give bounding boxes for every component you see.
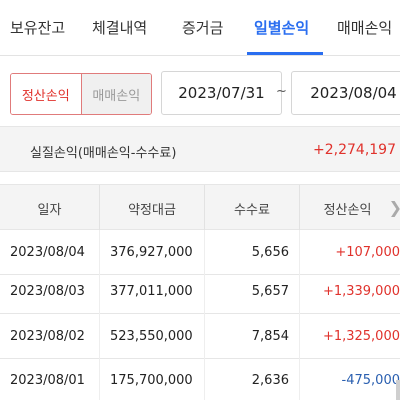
cell-pnl: +107,000 <box>335 245 400 260</box>
tab-daily-pnl[interactable]: 일별손익 <box>254 19 310 37</box>
cell-pnl: -475,000 <box>341 373 400 388</box>
active-tab-indicator <box>247 52 323 55</box>
cell-pnl: +1,325,000 <box>322 329 400 344</box>
cell-pnl: +1,339,000 <box>322 284 400 299</box>
table-row[interactable]: 2023/08/03 377,011,000 5,657 +1,339,000 <box>0 269 400 314</box>
summary-value: +2,274,197 <box>313 142 396 158</box>
realized-pnl-summary: 실질손익(매매손익-수수료) +2,274,197 <box>0 126 400 172</box>
cell-date: 2023/08/04 <box>0 230 100 275</box>
tab-executions[interactable]: 체결내역 <box>92 19 148 37</box>
end-date-field[interactable]: 2023/08/04 <box>291 71 400 115</box>
cell-amount: 523,550,000 <box>100 314 205 359</box>
cell-fee: 2,636 <box>205 358 300 400</box>
header-fee: 수수료 <box>205 185 300 231</box>
cell-amount: 377,011,000 <box>100 269 205 314</box>
table-row[interactable]: 2023/08/02 523,550,000 7,854 +1,325,000 <box>0 314 400 359</box>
table-header: 일자 약정대금 수수료 정산손익 <box>0 184 400 231</box>
header-date: 일자 <box>0 185 100 231</box>
cell-fee: 7,854 <box>205 314 300 359</box>
cell-amount: 175,700,000 <box>100 358 205 400</box>
cell-amount: 376,927,000 <box>100 230 205 275</box>
tab-holdings[interactable]: 보유잔고 <box>10 19 66 37</box>
segment-trade-pnl[interactable]: 매매손익 <box>81 74 151 114</box>
segment-settlement-pnl[interactable]: 정산손익 <box>11 74 82 114</box>
tab-trade-pnl[interactable]: 매매손익 <box>337 19 393 37</box>
summary-label: 실질손익(매매손익-수수료) <box>30 146 177 161</box>
cell-fee: 5,657 <box>205 269 300 314</box>
cell-date: 2023/08/03 <box>0 269 100 314</box>
chevron-right-icon[interactable]: ❯ <box>389 198 400 217</box>
cell-date: 2023/08/01 <box>0 358 100 400</box>
table-row[interactable]: 2023/08/04 376,927,000 5,656 +107,000 <box>0 230 400 275</box>
date-range-separator: ~ <box>276 84 287 99</box>
start-date-field[interactable]: 2023/07/31 <box>161 71 282 115</box>
table-row[interactable]: 2023/08/01 175,700,000 2,636 -475,000 <box>0 358 400 400</box>
header-contract-amount: 약정대금 <box>100 185 205 231</box>
cell-fee: 5,656 <box>205 230 300 275</box>
tab-bar: 보유잔고 체결내역 증거금 일별손익 매매손익 <box>0 0 400 56</box>
tab-margin[interactable]: 증거금 <box>182 19 224 37</box>
cell-date: 2023/08/02 <box>0 314 100 359</box>
header-settlement-pnl: 정산손익 <box>323 202 372 218</box>
pnl-type-segmented-control: 정산손익 매매손익 <box>10 73 152 115</box>
scrollbar[interactable] <box>396 380 400 400</box>
